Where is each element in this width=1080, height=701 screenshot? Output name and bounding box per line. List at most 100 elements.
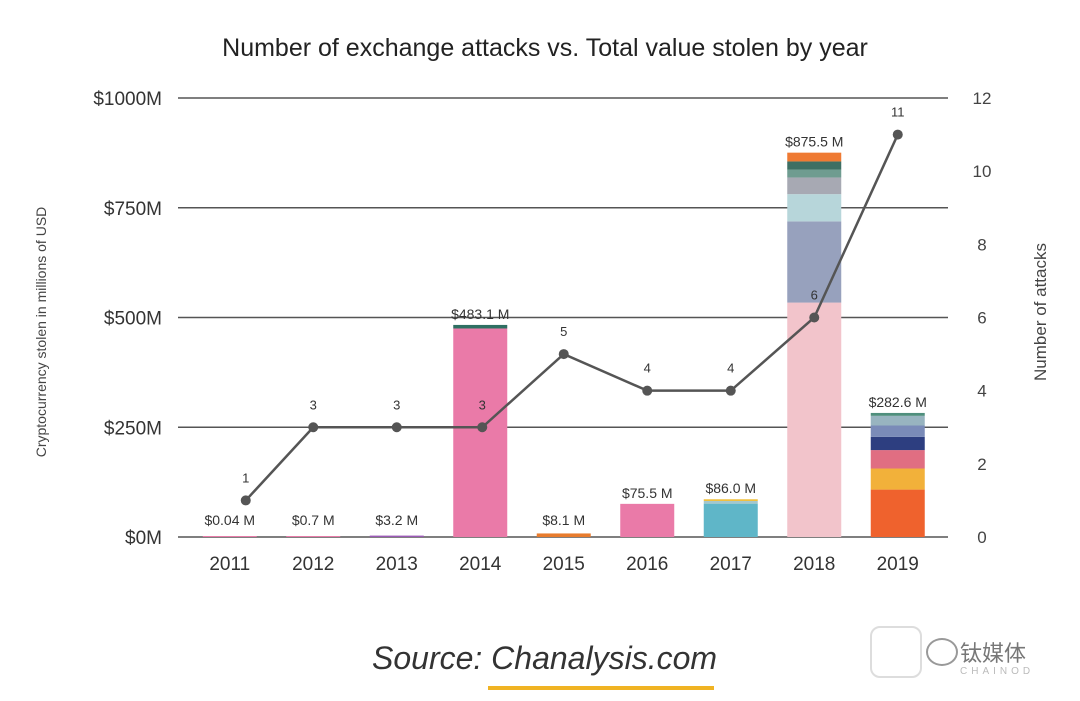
x-tick-2019: 2019 [877, 554, 919, 575]
attacks-point-2011 [240, 495, 251, 506]
bar-2018 [787, 152, 842, 537]
attacks-point-2013 [391, 422, 402, 433]
attacks-label-2018: 6 [811, 288, 818, 303]
x-tick-2012: 2012 [292, 554, 334, 575]
watermark-subtext: CHAINOD [960, 666, 1035, 677]
bar-segment-2014-0 [453, 328, 508, 537]
y2-tick-3: 6 [977, 309, 986, 328]
value-label-2013: $3.2 M [375, 512, 418, 528]
y2-tick-2: 4 [977, 382, 986, 401]
bar-segment-2019-4 [870, 425, 925, 437]
y-axis-left-label: Cryptocurrency stolen in millions of USD [33, 207, 49, 458]
attacks-line: 1 3 3 3 5 4 4 6 11 [240, 105, 905, 506]
x-axis-ticks: 2011 2012 2013 2014 2015 2016 2017 2018 2019 [209, 554, 919, 575]
bar-segment-2018-2 [787, 194, 842, 222]
bar-2016 [620, 503, 675, 537]
bar-2012 [286, 536, 341, 537]
value-label-2012: $0.7 M [292, 512, 335, 528]
x-tick-2011: 2011 [209, 554, 250, 575]
bar-2011 [202, 536, 257, 537]
bar-2017 [703, 499, 758, 537]
attacks-point-2017 [725, 385, 736, 396]
bar-segment-2019-1 [870, 468, 925, 490]
value-label-2019: $282.6 M [869, 394, 927, 410]
attacks-label-2012: 3 [310, 397, 317, 412]
attacks-label-2017: 4 [727, 361, 734, 376]
x-tick-2015: 2015 [543, 554, 585, 575]
y-tick-0: $0M [125, 528, 162, 549]
bar-segment-2019-6 [870, 412, 925, 416]
bar-segment-2017-0 [703, 503, 758, 537]
attacks-label-2014: 3 [479, 397, 486, 412]
x-tick-2014: 2014 [459, 554, 502, 575]
source-link[interactable]: Chanalysis.com [491, 640, 718, 676]
y-tick-3: $750M [104, 199, 162, 220]
bar-2013 [369, 535, 424, 537]
y2-tick-5: 10 [973, 162, 992, 181]
bar-value-labels: $0.04 M $0.7 M $3.2 M $483.1 M $8.1 M $75.5 M… [204, 134, 926, 528]
value-label-2011: $0.04 M [204, 512, 255, 528]
attacks-label-2013: 3 [393, 397, 400, 412]
bar-segment-2019-2 [870, 450, 925, 469]
watermark-text: 钛媒体 [960, 642, 1027, 667]
source-underline [488, 686, 714, 690]
attacks-point-2015 [558, 349, 569, 360]
value-label-2014: $483.1 M [451, 306, 509, 322]
bar-segment-2017-2 [703, 499, 758, 502]
y-axis-left-ticks: $0M $250M $500M $750M $1000M [93, 89, 162, 549]
x-tick-2018: 2018 [793, 554, 835, 575]
source-caption: Source: Chanalysis.com [372, 640, 717, 677]
bar-segment-2019-5 [870, 415, 925, 426]
attacks-label-2011: 1 [242, 470, 249, 485]
bar-segment-2019-3 [870, 436, 925, 451]
attacks-point-2018 [809, 312, 820, 323]
attacks-point-2012 [308, 422, 319, 433]
y-tick-1: $250M [104, 418, 162, 439]
bars [202, 152, 925, 537]
bar-segment-2019-0 [870, 489, 925, 537]
bar-segment-2015-0 [536, 533, 591, 537]
bar-segment-2012-0 [286, 536, 341, 537]
attacks-label-2019: 11 [891, 105, 905, 120]
bar-segment-2018-0 [787, 302, 842, 537]
y-tick-2: $500M [104, 309, 162, 330]
chart-title: Number of exchange attacks vs. Total val… [222, 34, 868, 62]
bar-segment-2018-1 [787, 221, 842, 303]
bar-segment-2018-4 [787, 169, 842, 178]
x-tick-2013: 2013 [376, 554, 418, 575]
y2-tick-1: 2 [977, 455, 986, 474]
x-tick-2017: 2017 [710, 554, 752, 575]
y-axis-right-label: Number of attacks [1031, 243, 1050, 381]
bar-2015 [536, 533, 591, 537]
x-tick-2016: 2016 [626, 554, 668, 575]
attacks-label-2016: 4 [644, 361, 651, 376]
y2-tick-6: 12 [973, 89, 992, 108]
y-axis-right-ticks: 0 2 4 6 8 10 12 [973, 89, 992, 547]
bar-2014 [453, 324, 508, 537]
y-tick-4: $1000M [93, 89, 162, 110]
wechat-icon [926, 638, 958, 666]
bar-segment-2013-0 [369, 535, 424, 537]
bar-segment-2018-3 [787, 177, 842, 195]
y2-tick-4: 8 [977, 235, 986, 254]
watermark: 钛媒体 CHAINOD [870, 622, 1070, 682]
bar-segment-2014-1 [453, 324, 508, 329]
watermark-logo-box [870, 626, 922, 678]
value-label-2016: $75.5 M [622, 485, 673, 501]
bar-segment-2017-1 [703, 501, 758, 504]
bar-segment-2018-5 [787, 161, 842, 170]
bar-segment-2011-0 [202, 536, 257, 537]
attacks-point-2016 [642, 385, 653, 396]
value-label-2017: $86.0 M [705, 480, 756, 496]
attacks-point-2019 [892, 129, 903, 140]
value-label-2015: $8.1 M [542, 512, 585, 528]
bar-2019 [870, 412, 925, 537]
value-label-2018: $875.5 M [785, 134, 843, 150]
bar-segment-2016-0 [620, 503, 675, 537]
attacks-point-2014 [477, 422, 488, 433]
bar-segment-2018-6 [787, 152, 842, 162]
attacks-label-2015: 5 [560, 324, 567, 339]
source-prefix: Source: [372, 640, 492, 676]
y2-tick-0: 0 [977, 528, 986, 547]
